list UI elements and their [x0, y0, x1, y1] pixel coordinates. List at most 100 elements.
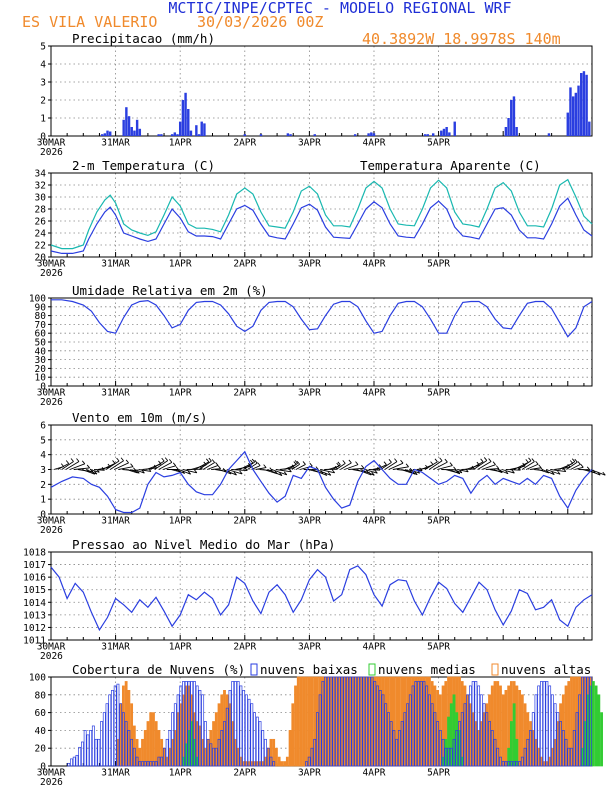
- wind-barb: [388, 462, 404, 470]
- wind-barb: [481, 464, 496, 470]
- cloud-bar: [474, 681, 478, 767]
- wind-barb-flag: [76, 458, 80, 462]
- cloud-bar: [406, 703, 409, 767]
- wind-barb-flag: [337, 461, 341, 466]
- wind-barb: [457, 469, 469, 473]
- cloud-bar: [351, 676, 355, 767]
- x-tick-label: 5APR: [427, 388, 450, 399]
- wind-barb: [320, 469, 335, 474]
- x-year-label: 2026: [40, 777, 63, 788]
- precip-bar: [200, 121, 203, 136]
- cloud-bar: [307, 676, 311, 767]
- wind-barb-flag: [577, 461, 581, 465]
- precip-bar: [588, 121, 591, 136]
- cloud-bar: [269, 756, 273, 767]
- x-tick-label: 4APR: [363, 388, 386, 399]
- wind-barb-flag: [315, 466, 319, 470]
- cloud-bar: [572, 730, 576, 767]
- cloud-bar: [285, 756, 289, 767]
- y-tick-label: 2: [40, 96, 46, 107]
- wind-barb: [546, 469, 561, 475]
- wind-barb-flag: [580, 464, 584, 468]
- wind-barb-flag: [492, 461, 496, 465]
- cloud-bar: [86, 734, 90, 767]
- wind-barb-flag: [400, 459, 404, 464]
- wind-barb: [69, 463, 85, 470]
- y-tick-label: 0: [40, 382, 46, 393]
- x-tick-label: 30MAR: [37, 516, 66, 527]
- cloud-bar: [493, 738, 497, 767]
- cloud-bar: [119, 703, 123, 767]
- x-tick-label: 2APR: [233, 768, 256, 779]
- cloud-bar: [335, 676, 338, 767]
- legend-swatch: [368, 663, 376, 676]
- precip-bar: [445, 127, 448, 136]
- cloud-bar: [392, 730, 396, 767]
- wind-barb-flag: [439, 457, 443, 462]
- wind-barb: [465, 464, 480, 470]
- y-tick-label: 1018: [23, 548, 46, 559]
- wind-barb: [392, 466, 409, 470]
- wind-barb: [408, 469, 420, 474]
- cloud-bar: [190, 681, 194, 767]
- cloud-bar: [209, 743, 213, 767]
- y-tick-label: 26: [35, 217, 47, 228]
- x-year-label: 2026: [40, 397, 63, 408]
- cloud-bar: [430, 703, 434, 767]
- precip-bar: [431, 133, 435, 136]
- wind-barb: [81, 469, 95, 475]
- cloud-bar: [94, 738, 98, 767]
- wind-barb: [493, 469, 503, 474]
- cloud-bar: [400, 721, 404, 767]
- cloud-bar: [387, 712, 390, 767]
- precip-bar: [189, 130, 193, 136]
- cloud-bar: [559, 721, 562, 767]
- cloud-bar: [152, 761, 155, 767]
- wind-barb-flag: [294, 460, 298, 464]
- cloud-bar: [206, 738, 210, 767]
- x-tick-label: 31MAR: [101, 259, 130, 270]
- y-tick-label: 0: [40, 762, 46, 773]
- x-tick-label: 31MAR: [101, 768, 130, 779]
- cloud-bar: [67, 762, 71, 767]
- precip-bar: [574, 92, 578, 136]
- cloud-bar: [127, 730, 131, 767]
- x-tick-label: 31MAR: [101, 138, 130, 149]
- wind-barb-flag: [602, 471, 606, 476]
- wind-barb-flag: [250, 459, 254, 464]
- cloud-bar: [482, 703, 486, 767]
- wind-barb: [158, 461, 173, 470]
- cloud-bar: [515, 761, 519, 767]
- wind-barb: [404, 469, 418, 476]
- wind-barb-flag: [161, 457, 165, 462]
- wind-barb-flag: [361, 465, 365, 469]
- precip-bar: [135, 119, 139, 136]
- wind-barb-flag: [279, 472, 283, 476]
- cloud-bar: [113, 685, 117, 767]
- cloud-bar: [236, 681, 240, 767]
- cloud-bar: [419, 681, 423, 767]
- wind-barb: [473, 460, 488, 470]
- cloud-bar: [518, 689, 522, 767]
- y-tick-label: 34: [35, 169, 47, 180]
- wind-barb: [105, 460, 120, 470]
- y-tick-label: 0: [40, 510, 46, 521]
- x-tick-label: 3APR: [298, 642, 321, 653]
- wind-barb: [428, 460, 443, 470]
- legend-label: nuvens altas: [501, 662, 591, 677]
- wind-barb-flag: [348, 459, 352, 464]
- y-tick-label: 6: [40, 421, 46, 432]
- wind-barb-flag: [586, 466, 591, 471]
- cloud-bar: [250, 703, 254, 767]
- wind-barb: [65, 461, 80, 470]
- wind-barb: [469, 461, 484, 470]
- cloud-bar: [512, 703, 516, 767]
- cloud-bar: [499, 685, 502, 767]
- wind-barb: [206, 465, 219, 470]
- panel-precip: 0 1 2 3 4 5 30MAR 31MAR 1APR 2APR 3APR 4APR 5APR 2026…: [37, 31, 593, 158]
- cloud-bar: [548, 685, 552, 767]
- cloud-legend: nuvens baixas nuvens medias nuvens altas: [250, 662, 591, 677]
- wind-barb-flag: [449, 462, 453, 466]
- x-tick-label: 2APR: [233, 642, 256, 653]
